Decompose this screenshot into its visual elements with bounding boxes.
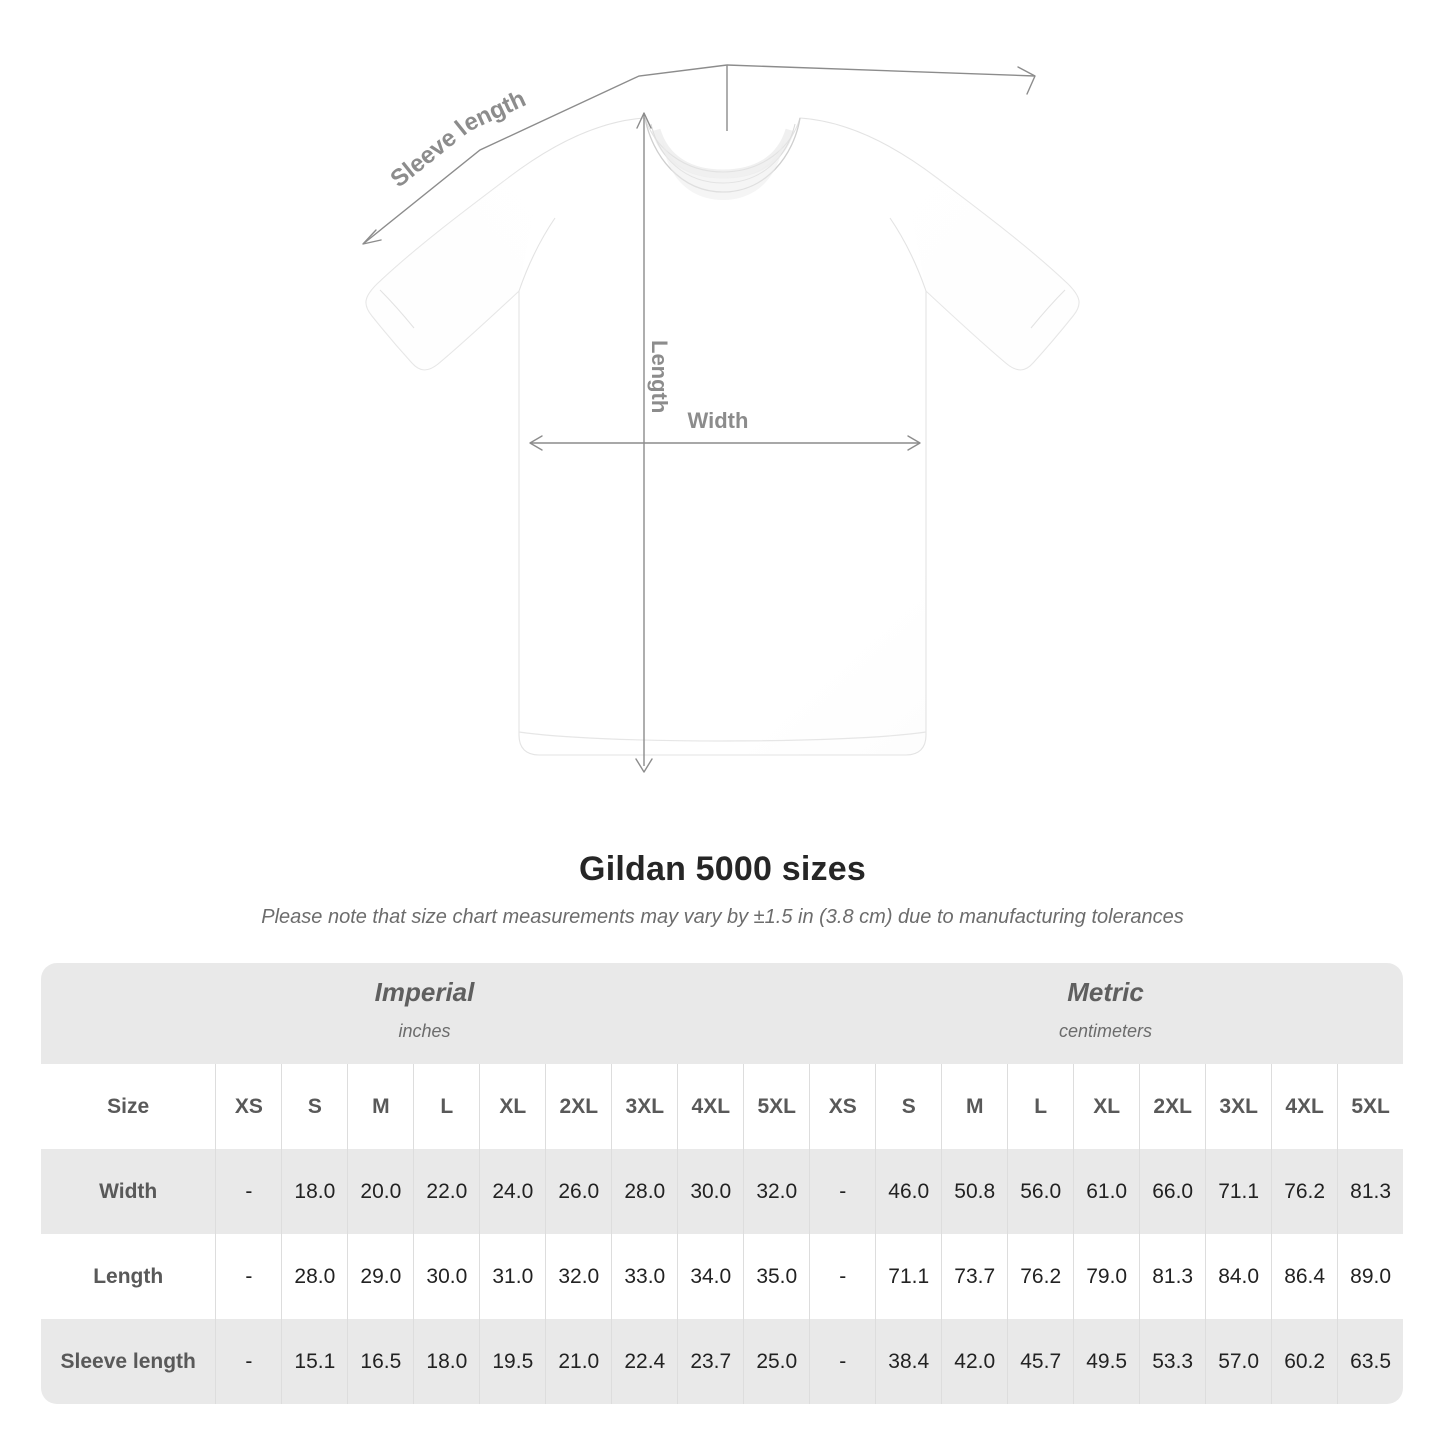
- svg-text:Sleeve length: Sleeve length: [386, 85, 530, 193]
- svg-text:Length: Length: [647, 340, 672, 413]
- svg-text:Width: Width: [688, 408, 749, 433]
